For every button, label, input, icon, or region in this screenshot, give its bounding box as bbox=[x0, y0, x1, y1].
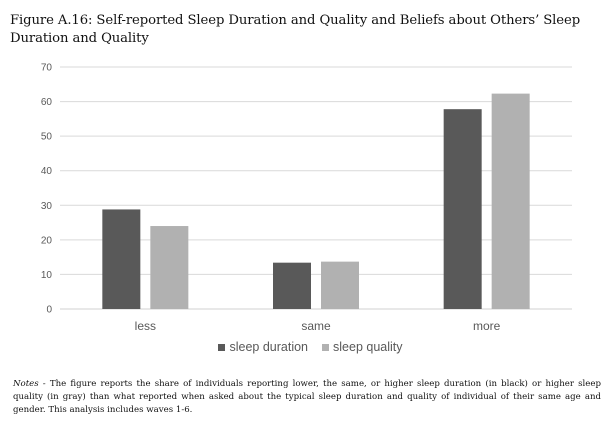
bar-sleep-quality-same bbox=[321, 261, 359, 309]
y-tick-label-70: 70 bbox=[41, 63, 53, 74]
legend-label-sleep-duration: sleep duration bbox=[229, 340, 309, 354]
legend-item-sleep-duration: sleep duration bbox=[218, 340, 308, 354]
y-tick-label-40: 40 bbox=[41, 166, 53, 177]
bar-sleep-quality-less bbox=[150, 226, 189, 309]
figure-title: Figure A.16: Self-reported Sleep Duratio… bbox=[10, 13, 581, 46]
chart-legend: sleep duration sleep quality bbox=[0, 340, 611, 354]
notes-text: The figure reports the share of individu… bbox=[13, 379, 601, 415]
legend-label-sleep-quality: sleep quality bbox=[333, 340, 403, 354]
x-axis-categories: less same more bbox=[135, 319, 501, 333]
figure-notes: Notes - The figure reports the share of … bbox=[13, 378, 601, 417]
y-tick-label-0: 0 bbox=[46, 305, 52, 316]
bar-sleep-quality-more bbox=[491, 93, 530, 309]
x-category-label-less: less bbox=[135, 319, 156, 333]
legend-swatch-sleep-quality bbox=[322, 343, 330, 351]
legend-item-sleep-quality: sleep quality bbox=[322, 340, 403, 354]
bar-sleep-duration-more bbox=[443, 109, 482, 309]
y-tick-label-20: 20 bbox=[41, 235, 53, 246]
bar-chart: 0 10 20 30 40 50 60 70 less same more bbox=[41, 63, 572, 333]
y-axis-ticks: 0 10 20 30 40 50 60 70 bbox=[41, 63, 53, 316]
y-tick-label-10: 10 bbox=[41, 270, 53, 281]
y-tick-label-60: 60 bbox=[41, 97, 53, 108]
chart-area: 0 10 20 30 40 50 60 70 less same more bbox=[0, 52, 611, 362]
bar-sleep-duration-less bbox=[102, 209, 141, 309]
x-category-label-same: same bbox=[301, 319, 331, 333]
gridlines bbox=[60, 66, 572, 310]
bar-sleep-duration-same bbox=[273, 262, 311, 309]
y-tick-label-50: 50 bbox=[41, 132, 53, 143]
y-tick-label-30: 30 bbox=[41, 201, 53, 212]
notes-lead: Notes - bbox=[13, 379, 46, 389]
x-category-label-more: more bbox=[473, 319, 501, 333]
legend-swatch-sleep-duration bbox=[218, 343, 226, 351]
bars bbox=[102, 93, 530, 309]
